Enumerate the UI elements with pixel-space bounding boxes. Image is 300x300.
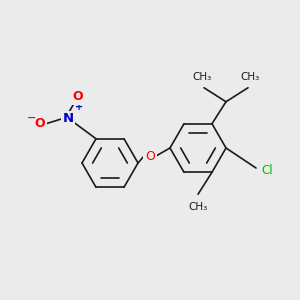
- Text: +: +: [75, 102, 83, 112]
- Text: CH₃: CH₃: [192, 72, 212, 82]
- Text: O: O: [35, 117, 45, 130]
- Text: O: O: [145, 149, 155, 163]
- Text: −: −: [27, 113, 37, 123]
- Text: CH₃: CH₃: [188, 202, 208, 212]
- Text: N: N: [62, 112, 74, 125]
- Text: Cl: Cl: [261, 164, 273, 178]
- Text: O: O: [73, 90, 83, 103]
- Text: CH₃: CH₃: [240, 72, 260, 82]
